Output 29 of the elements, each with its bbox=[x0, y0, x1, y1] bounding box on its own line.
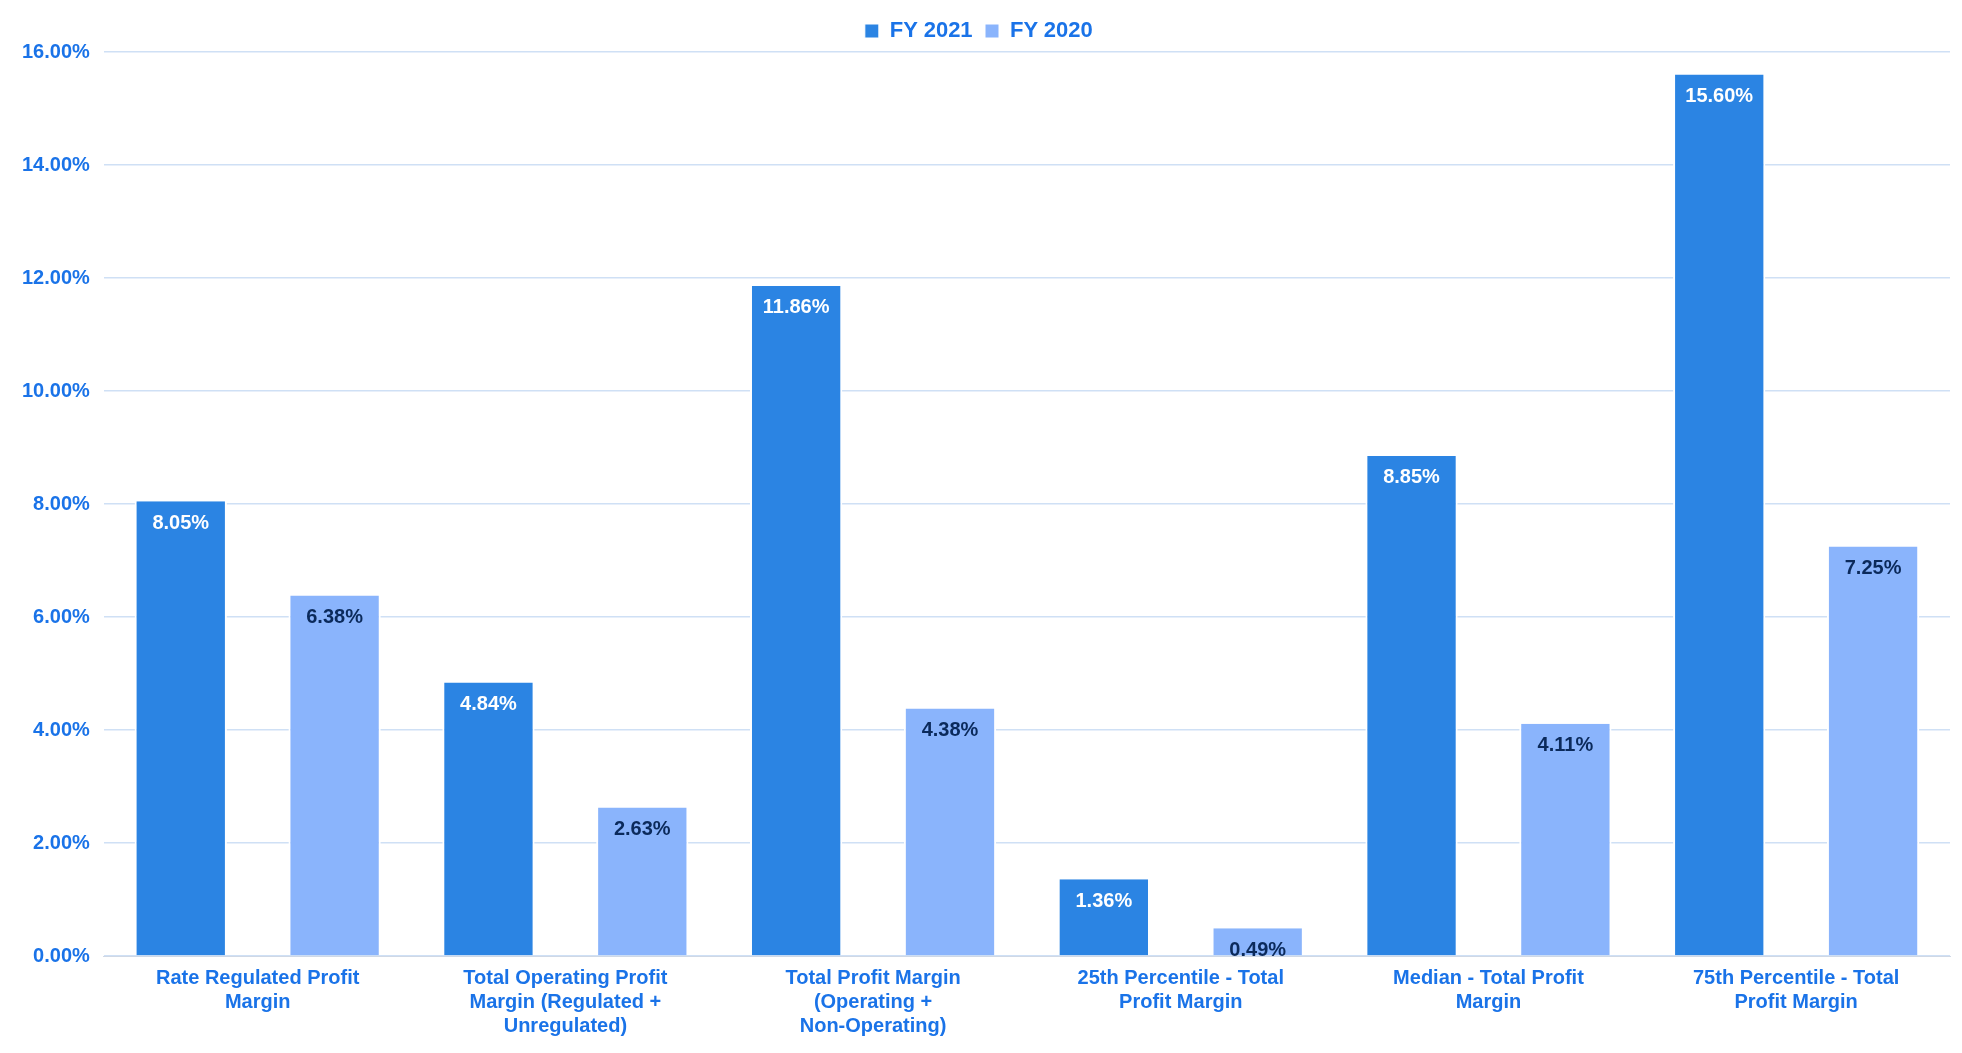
y-tick-label: 16.00% bbox=[21, 39, 91, 62]
y-tick-label: 0.00% bbox=[33, 943, 91, 966]
legend-label: FY 2021 bbox=[889, 17, 973, 43]
y-tick-label: 8.00% bbox=[33, 491, 91, 514]
y-tick-label: 12.00% bbox=[21, 265, 91, 288]
data-label: 15.60% bbox=[1685, 84, 1754, 107]
data-label: 7.25% bbox=[1844, 555, 1902, 578]
legend-label: FY 2020 bbox=[1010, 17, 1093, 43]
y-tick-label: 14.00% bbox=[21, 152, 91, 175]
x-tick-label: 75th Percentile - Total Profit Margin bbox=[1692, 965, 1900, 1012]
data-label: 0.49% bbox=[1229, 937, 1287, 960]
y-tick-label: 6.00% bbox=[33, 604, 91, 627]
data-label: 6.38% bbox=[306, 605, 364, 628]
x-tick-label: 25th Percentile - Total Profit Margin bbox=[1077, 965, 1284, 1012]
y-tick-label: 4.00% bbox=[33, 717, 91, 740]
data-label: 8.05% bbox=[152, 510, 210, 533]
data-label: 4.11% bbox=[1537, 733, 1594, 756]
y-tick-label: 10.00% bbox=[21, 378, 91, 401]
x-tick-label: Total Profit Margin (Operating + Non-Operating) bbox=[785, 965, 961, 1036]
data-label: 2.63% bbox=[613, 816, 671, 839]
data-label: 8.85% bbox=[1383, 465, 1441, 488]
x-tick-label: Rate Regulated Profit Margin bbox=[156, 965, 360, 1012]
data-label: 11.86% bbox=[762, 295, 830, 318]
data-label: 1.36% bbox=[1075, 888, 1133, 911]
x-tick-label: Total Operating Profit Margin (Regulated + Unregulated) bbox=[463, 965, 668, 1036]
x-tick-label: Median - Total Profit Margin bbox=[1393, 965, 1585, 1012]
y-tick-label: 2.00% bbox=[33, 830, 91, 853]
data-label: 4.84% bbox=[460, 692, 518, 715]
data-label: 4.38% bbox=[921, 718, 979, 741]
